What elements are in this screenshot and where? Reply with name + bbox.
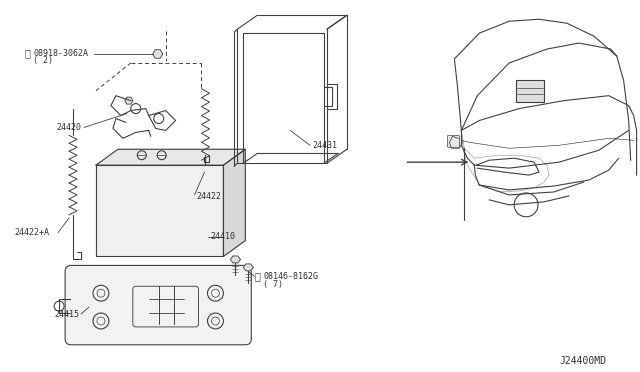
Text: Ⓝ: Ⓝ [24,48,30,58]
Text: 24422+A: 24422+A [14,228,49,237]
Text: 24415: 24415 [54,310,79,318]
Text: 24431: 24431 [312,141,337,150]
Text: J24400MD: J24400MD [559,356,606,366]
Text: 08918-3062A: 08918-3062A [33,48,88,58]
Polygon shape [230,256,241,263]
Text: 24422: 24422 [196,192,221,201]
Polygon shape [96,149,245,165]
FancyBboxPatch shape [516,80,544,102]
Text: ( 2): ( 2) [33,57,53,65]
Text: 08146-8162G: 08146-8162G [263,272,318,281]
Polygon shape [223,149,245,256]
Polygon shape [243,264,253,271]
Text: 24410: 24410 [211,232,236,241]
Polygon shape [125,97,133,104]
Polygon shape [96,165,223,256]
Text: 24420: 24420 [56,123,81,132]
Polygon shape [153,50,163,58]
FancyBboxPatch shape [447,135,460,147]
Text: ( 7): ( 7) [263,280,284,289]
Text: Ⓝ: Ⓝ [254,271,260,281]
FancyBboxPatch shape [65,265,252,345]
